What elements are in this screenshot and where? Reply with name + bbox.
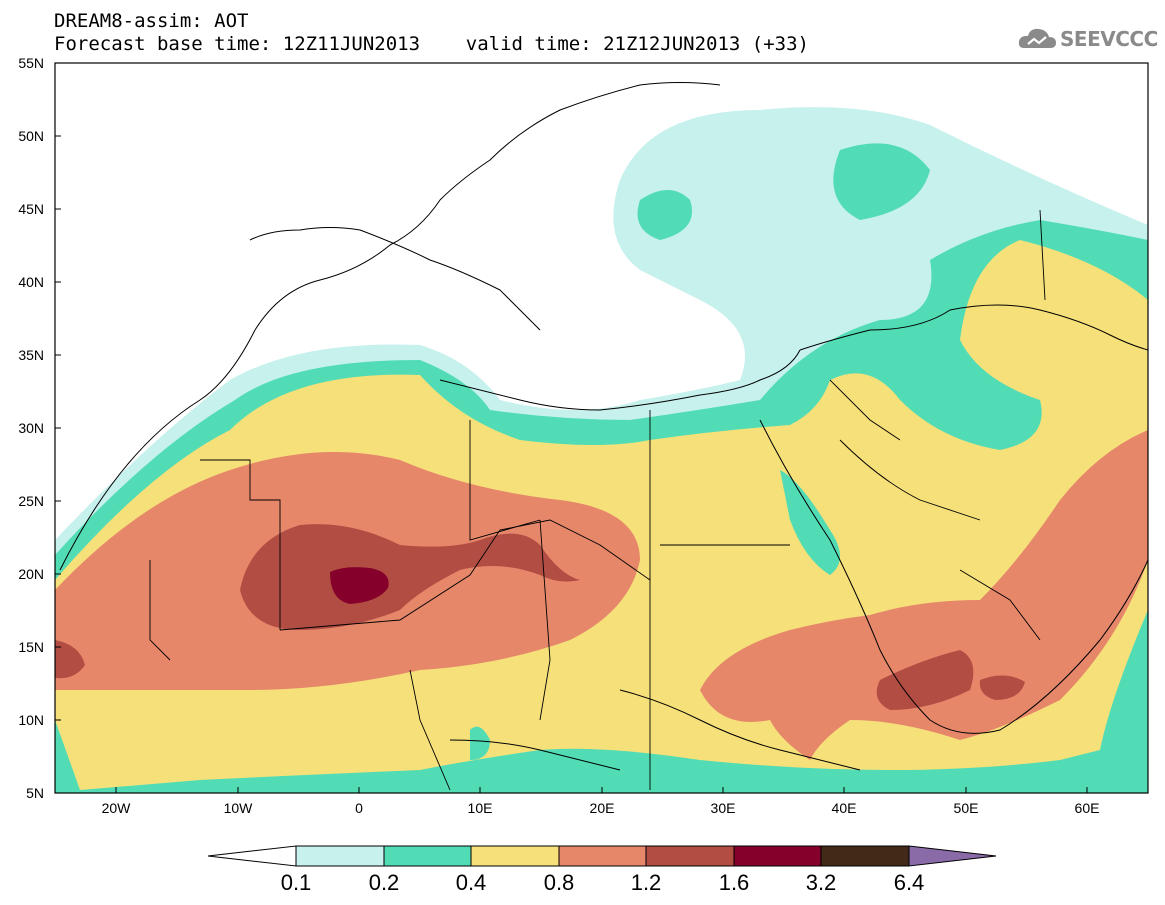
lon-ticks [115, 787, 1088, 793]
colorbar-swatch-5 [733, 845, 822, 867]
colorbar-swatch-0 [295, 845, 385, 867]
colorbar-swatch-4 [645, 845, 735, 867]
colorbar-label: 1.6 [718, 870, 750, 895]
aot-band-1.2 [240, 524, 580, 630]
aot-blob-0.2-south [470, 726, 490, 760]
lat-label: 15N [18, 639, 44, 655]
colorbar-swatch-6 [820, 845, 910, 867]
aot-blob-1.2-east [876, 650, 974, 710]
colorbar-under-arrow [207, 845, 297, 867]
lat-label: 50N [18, 128, 44, 144]
lat-label: 30N [18, 420, 44, 436]
lon-label: 10W [223, 800, 253, 816]
lon-label: 0 [355, 800, 363, 816]
forecast-time-line: Forecast base time: 12Z11JUN2013 valid t… [54, 33, 809, 55]
lon-label: 10E [467, 800, 493, 816]
lat-ticks [55, 135, 61, 721]
map-title: DREAM8-assim: AOT [54, 10, 249, 32]
lon-label: 50E [953, 800, 979, 816]
colorbar-label: 0.8 [543, 870, 575, 895]
seevccc-logo-icon [1018, 28, 1056, 48]
aot-shading [55, 63, 1148, 793]
lon-label: 20E [589, 800, 615, 816]
lat-label: 40N [18, 274, 44, 290]
colorbar-label: 3.2 [805, 870, 837, 895]
lat-label: 35N [18, 347, 44, 363]
aot-blob-1.2-west [55, 640, 85, 679]
lat-label: 20N [18, 566, 44, 582]
colorbar-label: 0.2 [368, 870, 400, 895]
colorbar-swatch-2 [470, 845, 560, 867]
lon-label: 20W [101, 800, 131, 816]
lon-label: 40E [831, 800, 857, 816]
colorbar [207, 845, 997, 867]
lon-label: 30E [710, 800, 736, 816]
colorbar-swatch-3 [558, 845, 647, 867]
colorbar-label: 0.4 [455, 870, 487, 895]
aot-blob-0.2-balkans [637, 190, 692, 240]
lat-label: 5N [26, 785, 44, 801]
country-borders [149, 209, 1046, 791]
aot-blob-1.2-somalia [979, 675, 1025, 700]
lon-label: 60E [1074, 800, 1100, 816]
colorbar-label: 1.2 [630, 870, 662, 895]
logo-text: SEEVCCC [1060, 27, 1158, 51]
aot-blob-0.2-caspian [833, 143, 930, 220]
aot-band-0.8-east [700, 430, 1148, 760]
colorbar-swatch-1 [383, 845, 472, 867]
aot-band-1.6 [330, 567, 389, 604]
coastlines [59, 82, 1148, 771]
colorbar-label: 6.4 [893, 870, 925, 895]
lat-label: 10N [18, 712, 44, 728]
lat-label: 45N [18, 201, 44, 217]
aot-blob-0.2-redsea [780, 470, 840, 575]
lat-label: 55N [18, 55, 44, 71]
colorbar-label: 0.1 [280, 870, 312, 895]
lat-label: 25N [18, 493, 44, 509]
colorbar-over-arrow [908, 845, 997, 867]
